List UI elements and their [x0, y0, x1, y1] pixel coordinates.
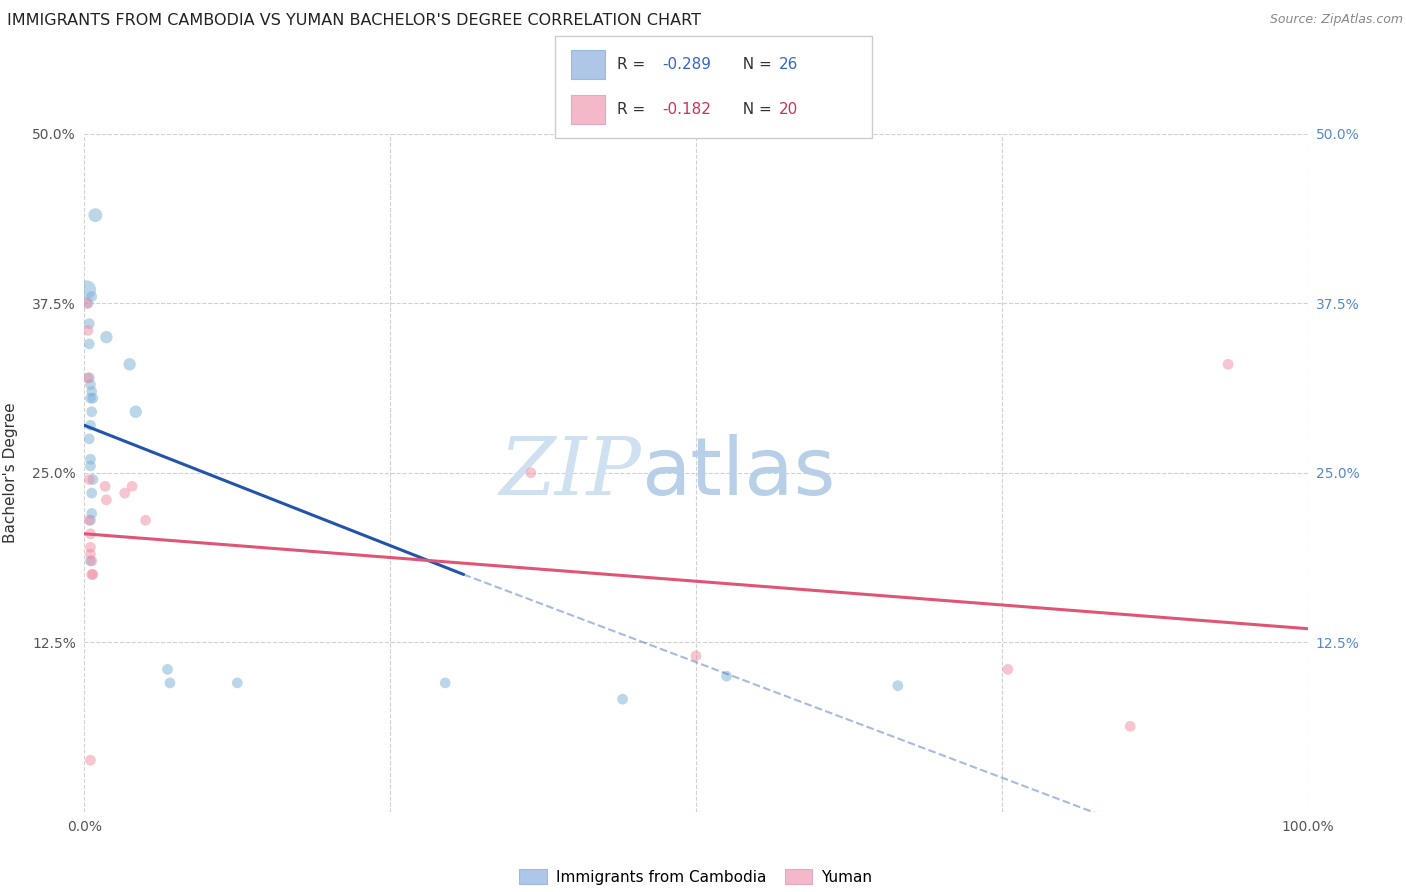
Point: [96, 330, 118, 344]
Text: 26: 26: [779, 57, 799, 72]
Point: [79, 452, 101, 467]
Point: [1216, 357, 1239, 371]
Point: [125, 405, 148, 419]
Point: [79, 526, 101, 541]
Point: [79, 753, 101, 767]
Point: [80, 567, 103, 582]
Point: [77, 323, 100, 337]
Point: [77, 296, 100, 310]
Point: [96, 492, 118, 507]
Point: [79, 513, 101, 527]
Text: R =: R =: [617, 102, 651, 117]
Point: [79, 391, 101, 405]
Text: R =: R =: [617, 57, 651, 72]
Point: [76, 296, 98, 310]
Text: N =: N =: [733, 102, 776, 117]
Text: -0.182: -0.182: [662, 102, 711, 117]
Point: [77, 317, 100, 331]
Point: [77, 371, 100, 385]
Text: atlas: atlas: [641, 434, 835, 512]
Point: [121, 479, 143, 493]
Point: [434, 676, 457, 690]
Text: -0.289: -0.289: [662, 57, 711, 72]
Point: [84, 208, 107, 222]
Point: [77, 371, 100, 385]
Point: [80, 554, 103, 568]
Point: [156, 662, 179, 676]
Legend: Immigrants from Cambodia, Yuman: Immigrants from Cambodia, Yuman: [512, 862, 880, 892]
Point: [79, 458, 101, 473]
Point: [80, 507, 103, 521]
Point: [77, 473, 100, 487]
Point: [79, 541, 101, 555]
Point: [79, 377, 101, 392]
Point: [79, 547, 101, 561]
Point: [82, 391, 104, 405]
Point: [997, 662, 1019, 676]
Text: 20: 20: [779, 102, 799, 117]
Text: Source: ZipAtlas.com: Source: ZipAtlas.com: [1270, 13, 1403, 27]
Point: [226, 676, 249, 690]
Point: [159, 676, 181, 690]
Point: [887, 679, 910, 693]
Point: [77, 513, 100, 527]
Point: [685, 648, 707, 663]
Point: [612, 692, 634, 706]
Point: [82, 473, 104, 487]
Y-axis label: Bachelor's Degree: Bachelor's Degree: [3, 402, 18, 543]
Point: [80, 384, 103, 399]
Point: [79, 554, 101, 568]
Point: [82, 567, 104, 582]
Point: [94, 479, 117, 493]
Point: [1119, 719, 1142, 733]
Point: [80, 289, 103, 303]
Point: [80, 405, 103, 419]
Point: [114, 486, 136, 500]
Text: IMMIGRANTS FROM CAMBODIA VS YUMAN BACHELOR'S DEGREE CORRELATION CHART: IMMIGRANTS FROM CAMBODIA VS YUMAN BACHEL…: [7, 13, 702, 29]
Point: [135, 513, 157, 527]
Text: ZIP: ZIP: [499, 434, 641, 511]
Point: [80, 486, 103, 500]
Point: [77, 337, 100, 351]
Point: [79, 418, 101, 433]
Point: [118, 357, 141, 371]
Point: [716, 669, 738, 683]
Point: [520, 466, 543, 480]
Point: [76, 283, 98, 297]
Point: [77, 432, 100, 446]
Text: N =: N =: [733, 57, 776, 72]
